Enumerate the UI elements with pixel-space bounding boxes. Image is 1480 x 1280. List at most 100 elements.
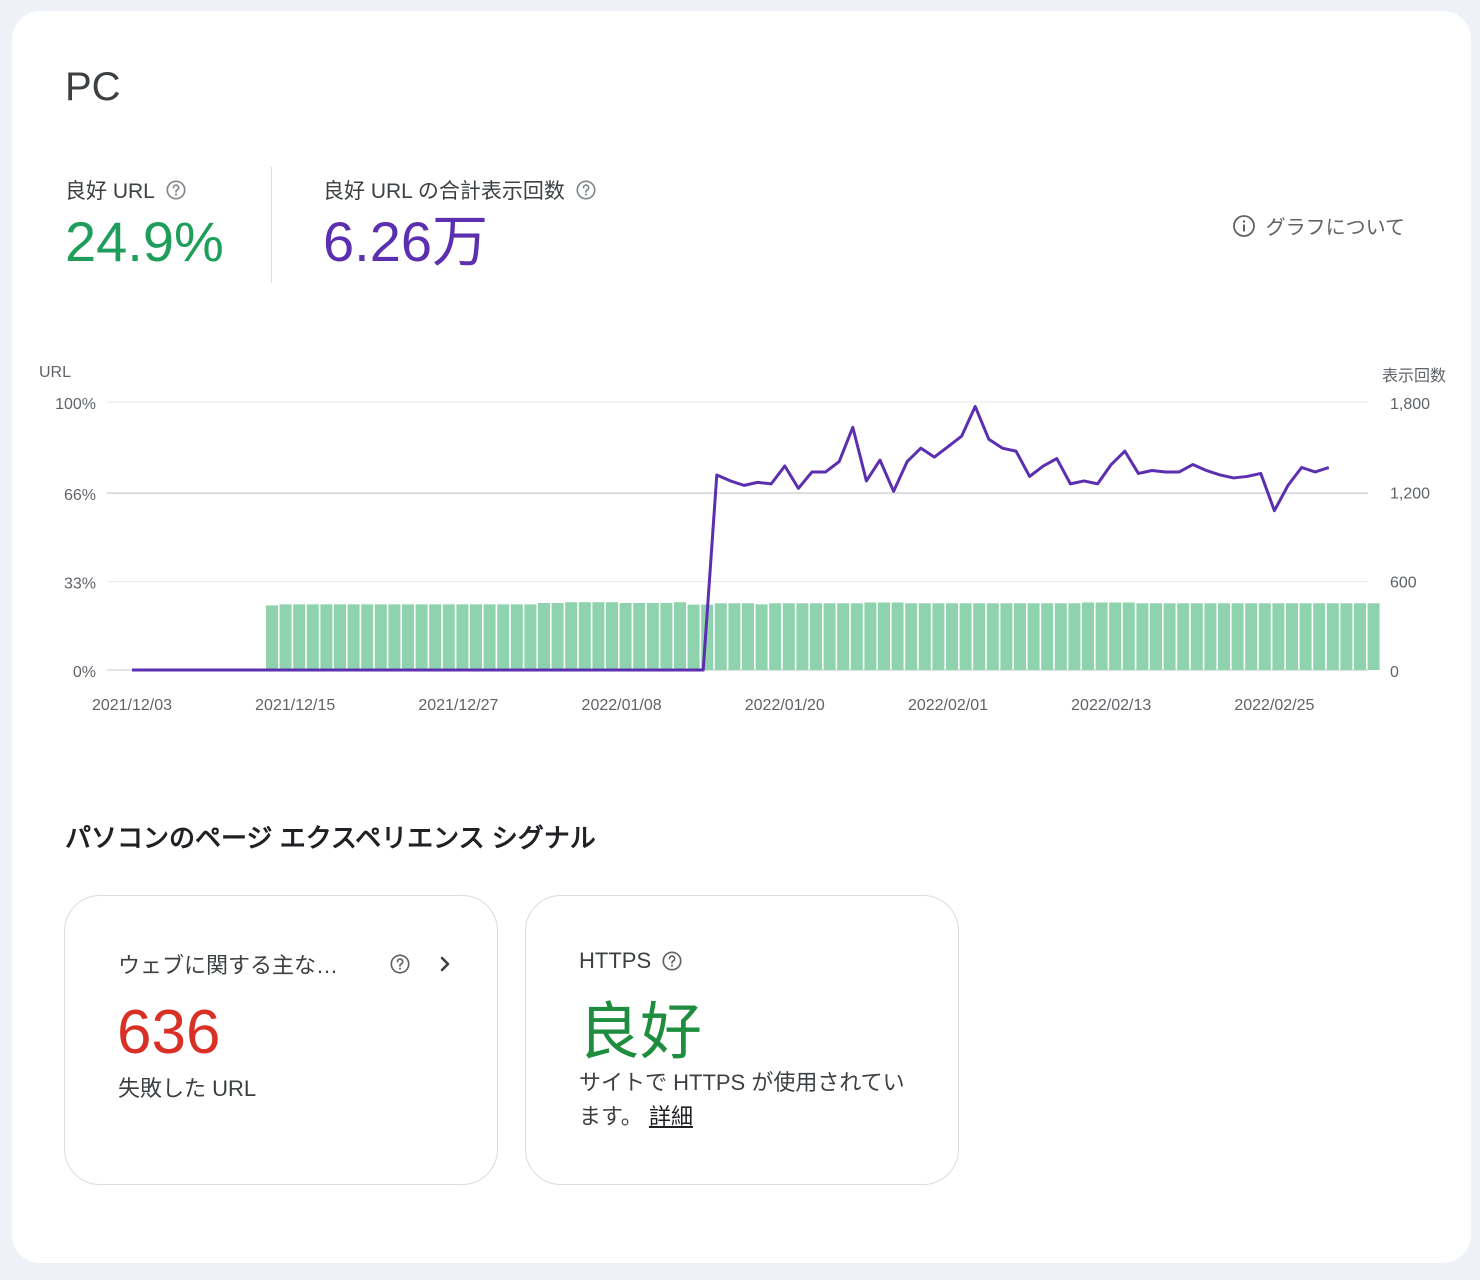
bar (959, 603, 972, 670)
bar (891, 602, 904, 670)
bar (1150, 603, 1162, 670)
metric-good-url[interactable]: 良好 URL 24.9% (65, 176, 224, 274)
bar (1054, 603, 1067, 670)
signals-section-title: パソコンのページ エクスペリエンス シグナル (65, 823, 596, 853)
bar (306, 604, 319, 670)
x-tick-label: 2022/01/20 (745, 697, 825, 714)
bar (497, 604, 510, 670)
bar (1163, 603, 1176, 670)
bar (1204, 603, 1217, 670)
bar (810, 603, 822, 670)
x-tick-label: 2022/02/01 (908, 697, 988, 714)
metric-value: 24.9% (65, 210, 224, 273)
bar (660, 603, 673, 670)
bar (728, 603, 741, 670)
x-tick-label: 2021/12/03 (92, 697, 172, 714)
signal-card-label: HTTPS (579, 948, 652, 973)
bar (538, 603, 550, 670)
bar (524, 604, 537, 670)
bar (470, 604, 482, 670)
bar (565, 602, 578, 670)
bar (1218, 603, 1230, 670)
bar (1014, 603, 1026, 670)
bar (687, 604, 700, 670)
bar (279, 604, 292, 670)
bar (578, 602, 591, 670)
bar (864, 602, 877, 670)
bar (402, 604, 414, 670)
y-right-tick-label: 1,800 (1390, 396, 1430, 413)
bar (361, 604, 374, 670)
bar (429, 604, 442, 670)
signal-card-label: ウェブに関する主な… (118, 953, 339, 978)
impressions-line (132, 404, 1330, 672)
chart: 100% 66% 33% 0% 1,800 1,200 600 0 URL 表示回数 2021/12… (39, 364, 1446, 714)
bar (334, 604, 346, 670)
bar (1109, 602, 1122, 670)
bar (606, 602, 618, 670)
bar (1245, 603, 1258, 670)
bar (769, 603, 782, 670)
bar (837, 603, 850, 670)
bar (918, 603, 931, 670)
x-tick-label: 2022/01/08 (582, 697, 662, 714)
signal-card-subtext: サイトで HTTPS が使用されてい ます。 詳細 (579, 1066, 905, 1134)
bar (1122, 602, 1135, 670)
bar (796, 603, 809, 670)
y-right-tick-label: 0 (1390, 664, 1399, 681)
signal-card-https: HTTPS 良好 サイトで HTTPS が使用されてい ます。 詳細 (525, 895, 959, 1185)
bar (293, 604, 306, 670)
help-icon[interactable] (661, 950, 683, 972)
signal-card-subtext: 失敗した URL (118, 1076, 257, 1101)
bar (905, 603, 918, 670)
bar (932, 603, 945, 670)
bar (1231, 603, 1244, 670)
y-right-axis-label: 表示回数 (1382, 367, 1446, 385)
y-left-tick-label: 66% (64, 487, 96, 504)
signal-card-value: 良好 (578, 998, 703, 1067)
bar (551, 603, 564, 670)
about-graph-button[interactable]: グラフについて (1232, 211, 1405, 240)
y-left-tick-label: 100% (55, 396, 96, 413)
subtext-line-2: ます。 (579, 1104, 643, 1130)
bar (266, 605, 278, 670)
bar (1340, 603, 1353, 670)
bar (986, 603, 999, 670)
bar (1190, 603, 1203, 670)
bar (483, 604, 496, 670)
x-tick-label: 2022/02/25 (1234, 697, 1314, 714)
help-icon[interactable] (165, 179, 187, 201)
bar (946, 603, 958, 670)
bar (674, 602, 686, 670)
y-left-axis-label: URL (39, 364, 71, 381)
info-icon (1232, 214, 1255, 237)
bar (714, 603, 727, 670)
about-graph-label: グラフについて (1265, 217, 1405, 239)
metric-good-impressions[interactable]: 良好 URL の合計表示回数 6.26万 (323, 176, 597, 274)
signal-card-core-web-vitals[interactable]: ウェブに関する主な… 636 失敗した URL (64, 895, 498, 1185)
bar (782, 603, 795, 670)
bar (1041, 603, 1054, 670)
bar (742, 603, 754, 670)
metric-label: 良好 URL (65, 180, 155, 203)
help-icon[interactable] (575, 179, 597, 201)
bar (1095, 602, 1108, 670)
bar (1082, 602, 1094, 670)
x-tick-label: 2021/12/27 (418, 697, 498, 714)
bar (388, 604, 401, 670)
bar (823, 603, 836, 670)
bar (878, 602, 890, 670)
x-tick-label: 2021/12/15 (255, 697, 335, 714)
bar (1177, 603, 1190, 670)
bar (973, 603, 986, 670)
bar (755, 604, 768, 670)
metric-divider (271, 167, 272, 283)
chevron-right-icon[interactable] (433, 952, 457, 976)
y-left-tick-label: 33% (64, 576, 96, 593)
details-link[interactable]: 詳細 (648, 1104, 693, 1130)
subtext-line-1: サイトで HTTPS が使用されてい (579, 1070, 905, 1095)
bar (592, 602, 605, 670)
bar (850, 603, 863, 670)
bar (1313, 603, 1326, 670)
help-icon[interactable] (389, 953, 411, 975)
